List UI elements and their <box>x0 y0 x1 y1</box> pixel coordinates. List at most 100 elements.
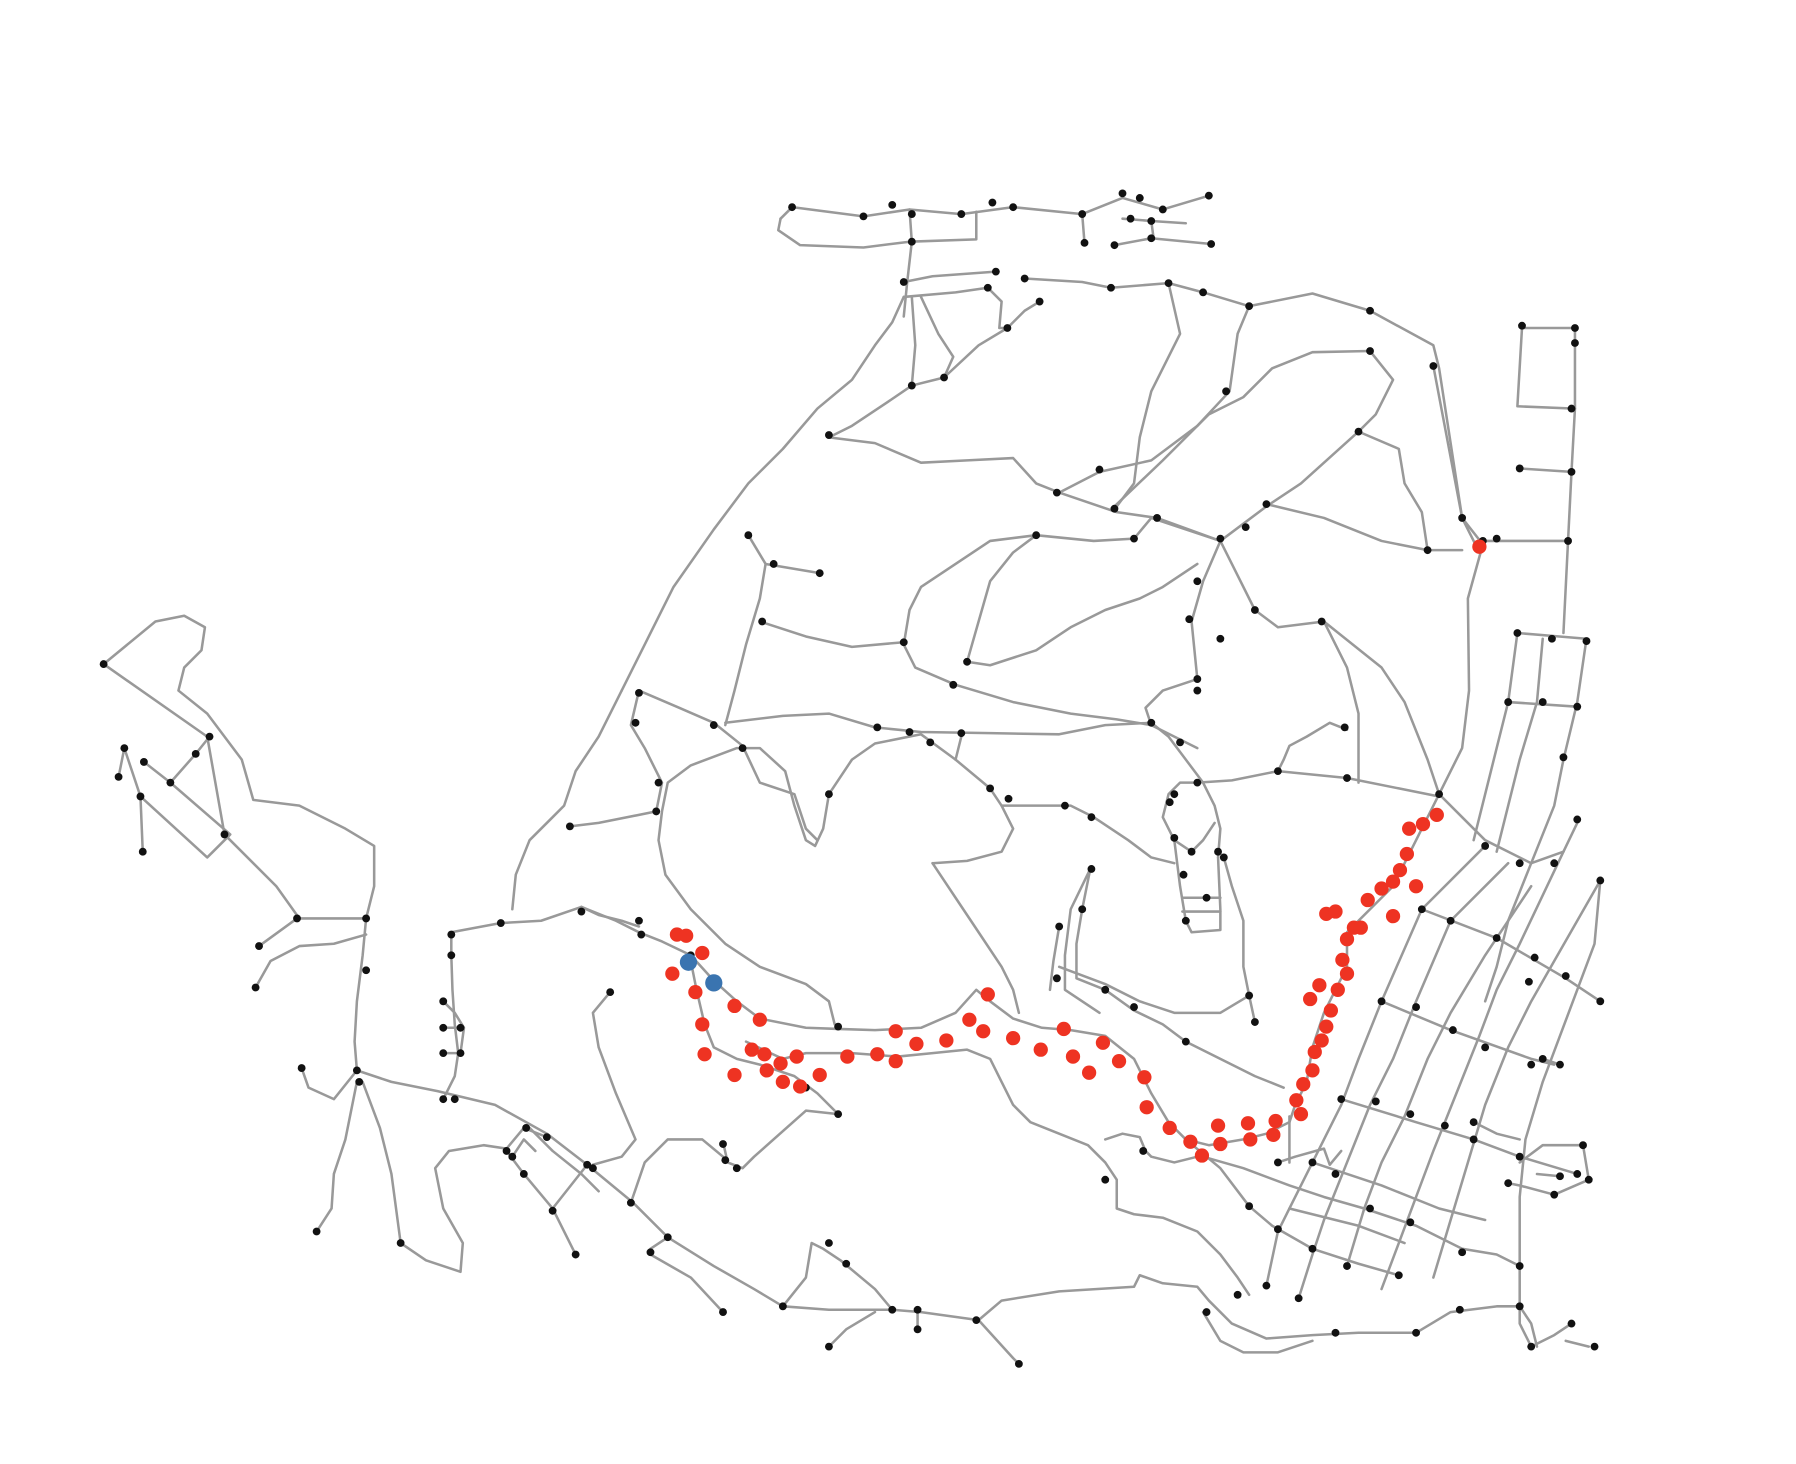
intersection-node <box>744 531 753 540</box>
intersection-node <box>1181 916 1190 925</box>
intersection-node <box>1101 1175 1110 1184</box>
intersection-node <box>1354 427 1363 436</box>
intersection-node <box>899 278 908 286</box>
intersection-node <box>1139 1147 1148 1155</box>
trajectory-point <box>665 966 680 981</box>
intersection-node <box>1573 1170 1582 1178</box>
intersection-node <box>907 237 916 246</box>
intersection-node <box>1078 210 1087 218</box>
intersection-node <box>1187 847 1196 856</box>
intersection-node <box>1052 488 1061 497</box>
trajectory-point <box>1314 1033 1329 1048</box>
intersection-node <box>1214 847 1222 856</box>
intersection-node <box>1331 1170 1340 1178</box>
intersection-node <box>1556 1060 1564 1069</box>
trajectory-point <box>1328 904 1343 919</box>
intersection-node <box>1222 387 1231 396</box>
intersection-node <box>913 1325 922 1334</box>
trajectory-point <box>1240 1116 1256 1131</box>
intersection-node <box>99 660 108 669</box>
trajectory-point <box>1139 1100 1154 1115</box>
intersection-node <box>1204 191 1213 200</box>
intersection-node <box>1550 859 1559 868</box>
intersection-node <box>1202 1308 1211 1316</box>
intersection-node <box>983 283 992 292</box>
intersection-node <box>825 431 833 439</box>
intersection-node <box>450 1095 459 1104</box>
trajectory-point <box>1402 821 1417 836</box>
intersection-node <box>1573 815 1582 824</box>
intersection-node <box>1274 1225 1282 1234</box>
intersection-node <box>1110 504 1119 513</box>
intersection-node <box>508 1152 517 1161</box>
trajectory-point <box>909 1036 924 1052</box>
trajectory-point <box>1162 1120 1177 1136</box>
intersection-node <box>635 916 643 925</box>
intersection-node <box>1513 629 1522 637</box>
trajectory-point <box>1065 1049 1081 1064</box>
intersection-node <box>940 373 948 382</box>
intersection-node <box>1518 321 1526 330</box>
intersection-node <box>1515 464 1524 473</box>
intersection-node <box>907 381 916 390</box>
intersection-node <box>1147 234 1156 243</box>
intersection-node <box>1009 203 1018 212</box>
trajectory-point <box>1392 862 1408 878</box>
intersection-node <box>1469 1135 1478 1144</box>
intersection-node <box>1241 523 1250 532</box>
intersection-node <box>926 738 935 747</box>
intersection-node <box>1406 1110 1415 1119</box>
intersection-node <box>1147 718 1156 727</box>
intersection-node <box>1165 798 1174 807</box>
trajectory-point <box>1289 1093 1304 1108</box>
intersection-node <box>1515 859 1524 868</box>
intersection-node <box>1274 1158 1282 1167</box>
intersection-node <box>439 1049 448 1058</box>
trajectory-point <box>1243 1132 1258 1147</box>
intersection-node <box>1394 1271 1403 1280</box>
intersection-node <box>646 1248 655 1257</box>
trajectory-point <box>1399 846 1415 862</box>
intersection-node <box>439 1023 448 1032</box>
intersection-node <box>439 997 448 1006</box>
intersection-node <box>1481 1043 1490 1052</box>
trajectory-point <box>752 1012 767 1027</box>
intersection-node <box>719 1308 727 1316</box>
intersection-node <box>1250 1018 1259 1026</box>
trajectory-point <box>1472 539 1487 554</box>
trajectory-point <box>1194 1148 1210 1163</box>
intersection-node <box>899 638 908 647</box>
intersection-node <box>815 569 824 578</box>
intersection-node <box>1556 1172 1564 1181</box>
intersection-node <box>1538 698 1547 706</box>
intersection-node <box>1164 279 1173 288</box>
intersection-node <box>1579 1141 1587 1150</box>
intersection-node <box>1087 813 1096 822</box>
intersection-node <box>1245 1202 1254 1211</box>
intersection-node <box>542 1133 551 1142</box>
intersection-node <box>1584 1175 1593 1184</box>
intersection-node <box>1331 1328 1340 1337</box>
intersection-node <box>1582 637 1591 645</box>
intersection-node <box>873 723 882 732</box>
intersection-node <box>905 728 914 736</box>
intersection-node <box>1317 617 1326 626</box>
trajectory-point <box>695 1017 710 1032</box>
trajectory-point <box>757 1047 772 1062</box>
intersection-node <box>1343 1262 1351 1270</box>
trajectory-point <box>1360 892 1375 908</box>
intersection-node <box>355 1077 364 1086</box>
intersection-node <box>496 919 505 927</box>
intersection-node <box>1337 1095 1346 1104</box>
trajectory-point <box>1385 909 1401 924</box>
intersection-node <box>888 1305 897 1314</box>
intersection-node <box>1538 1054 1547 1063</box>
intersection-node <box>1052 974 1061 983</box>
intersection-node <box>139 758 148 766</box>
intersection-node <box>1564 537 1572 545</box>
intersection-node <box>1199 288 1208 297</box>
intersection-node <box>1515 1262 1524 1270</box>
intersection-node <box>1412 1328 1420 1337</box>
